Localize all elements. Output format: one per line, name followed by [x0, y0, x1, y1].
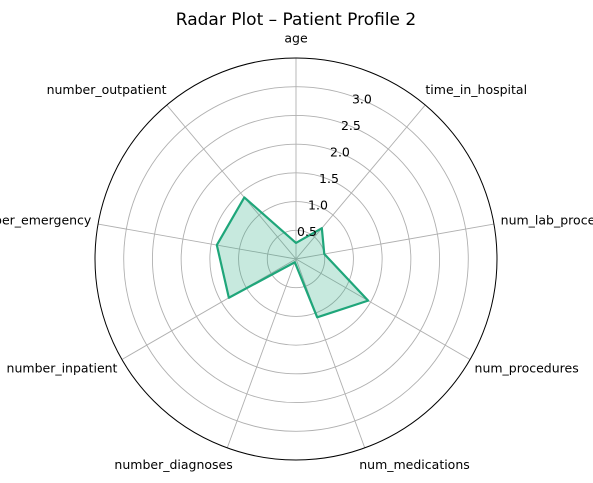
axis-label-num-lab-procedures: num_lab_procedures	[501, 212, 593, 227]
axis-label-number-outpatient: number_outpatient	[47, 82, 167, 97]
spoke-6	[121, 258, 297, 360]
radial-tick-label: 0.5	[297, 224, 317, 239]
spoke-1	[295, 104, 426, 260]
radar-series	[215, 196, 370, 319]
chart-title: Radar Plot – Patient Profile 2	[176, 10, 416, 30]
spoke-3	[295, 258, 471, 360]
radial-tick-labels: 0.5 1.0 1.5 2.0 2.5 3.0	[297, 91, 372, 239]
axis-label-number-emergency: number_emergency	[0, 212, 92, 227]
axis-label-number-inpatient: number_inpatient	[7, 361, 118, 376]
series-area	[216, 197, 369, 318]
axis-label-time-in-hospital: time_in_hospital	[425, 82, 527, 97]
radial-tick-label: 3.0	[352, 91, 372, 106]
spoke-5	[226, 258, 297, 449]
axis-label-num-procedures: num_procedures	[475, 361, 579, 376]
spoke-7	[97, 223, 297, 260]
radial-tick-label: 2.0	[330, 144, 350, 159]
axis-label-number-diagnoses: number_diagnoses	[114, 457, 232, 472]
axis-labels: agetime_in_hospitalnum_lab_proceduresnum…	[0, 31, 593, 473]
radial-tick-label: 2.5	[341, 118, 361, 133]
axis-label-num-medications: num_medications	[359, 457, 470, 472]
radar-spokes	[97, 58, 495, 449]
axis-label-age: age	[284, 31, 308, 46]
radial-tick-label: 1.5	[319, 171, 339, 186]
spoke-8	[166, 104, 297, 260]
radial-tick-label: 1.0	[308, 197, 328, 212]
radar-outer-frame	[94, 57, 498, 461]
spoke-2	[295, 223, 495, 260]
series-line	[215, 196, 370, 319]
